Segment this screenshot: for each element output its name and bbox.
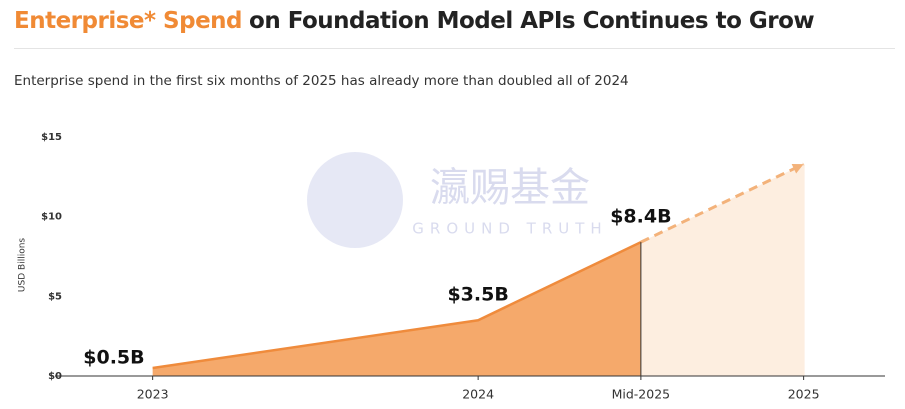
title-highlight: Enterprise* Spend	[14, 8, 243, 34]
x-tick-label: 2025	[788, 387, 820, 402]
value-label: $8.4B	[610, 206, 671, 228]
separator	[14, 48, 895, 49]
watermark-logo	[307, 152, 403, 248]
watermark: 瀛赐基金	[430, 165, 590, 211]
value-label: $3.5B	[447, 284, 508, 306]
title-rest: on Foundation Model APIs Continues to Gr…	[249, 8, 815, 34]
watermark: GROUND TRUTH	[412, 220, 607, 238]
value-label: $0.5B	[83, 347, 144, 369]
subtitle: Enterprise spend in the first six months…	[14, 73, 629, 89]
line	[152, 241, 642, 370]
projection-line	[640, 162, 805, 244]
area	[152, 242, 641, 376]
chart-title: Enterprise* Spend on Foundation Model API…	[14, 8, 815, 34]
y-axis-label: USD Billions	[18, 238, 28, 292]
x-tick-label: Mid-2025	[612, 387, 671, 402]
projection-area	[640, 164, 804, 376]
x-tick-label: 2023	[137, 387, 169, 402]
y-tick-label: $5	[48, 291, 62, 302]
x-tick-label: 2024	[462, 387, 494, 402]
y-tick-label: $15	[41, 132, 62, 143]
y-tick-label: $10	[41, 212, 62, 223]
projection-arrowhead	[791, 164, 804, 174]
